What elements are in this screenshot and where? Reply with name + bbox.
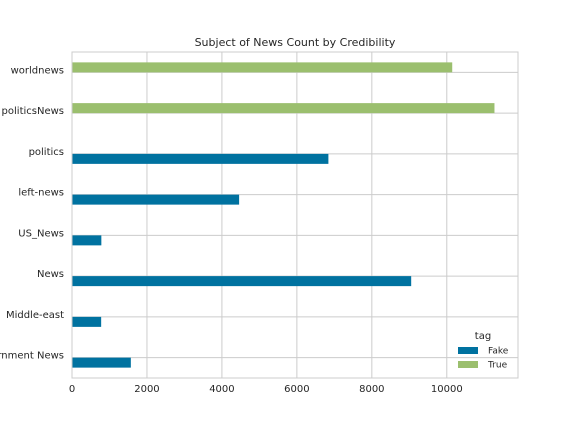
x-tick-label: 0 [69, 384, 75, 395]
y-tick-label: politicsNews [2, 106, 64, 117]
legend-swatch-true [458, 361, 478, 368]
y-tick-label: News [37, 269, 64, 280]
y-tick-label: left-news [18, 188, 64, 199]
legend-swatch-fake [458, 347, 478, 354]
x-tick-label: 4000 [209, 384, 234, 395]
plot-frame [71, 51, 519, 379]
y-tick-label: politics [29, 147, 64, 158]
grid-layer [71, 52, 518, 378]
x-tick-label: 2000 [134, 384, 159, 395]
legend-label-true: True [487, 361, 508, 371]
y-tick-label: Middle-east [6, 310, 64, 321]
y-tick-label: worldnews [11, 65, 64, 76]
x-tick-label: 8000 [359, 384, 384, 395]
bar-true-politicsnews [72, 103, 495, 114]
legend-label-fake: Fake [488, 347, 509, 357]
y-tick-label: Government News [0, 351, 64, 362]
x-tick-label: 6000 [284, 384, 309, 395]
y-tick-label: US_News [18, 228, 64, 239]
x-tick-label: 10000 [431, 384, 463, 395]
bar-fake-us-news [72, 235, 102, 246]
legend: tag Fake True [458, 331, 509, 371]
bar-true-worldnews [72, 62, 453, 73]
chart-title: Subject of News Count by Credibility [195, 36, 396, 49]
legend-title: tag [475, 331, 491, 342]
x-tick-labels: 0 2000 4000 6000 8000 10000 [69, 384, 463, 395]
bar-fake-middle-east [72, 316, 102, 327]
bar-fake-politics [72, 153, 329, 164]
bars-layer [72, 62, 495, 368]
y-tick-labels: worldnews politicsNews politics left-news US… [0, 65, 64, 361]
bar-fake-left-news [72, 194, 240, 205]
bar-fake-government-news [72, 357, 131, 368]
bar-fake-news [72, 276, 412, 287]
